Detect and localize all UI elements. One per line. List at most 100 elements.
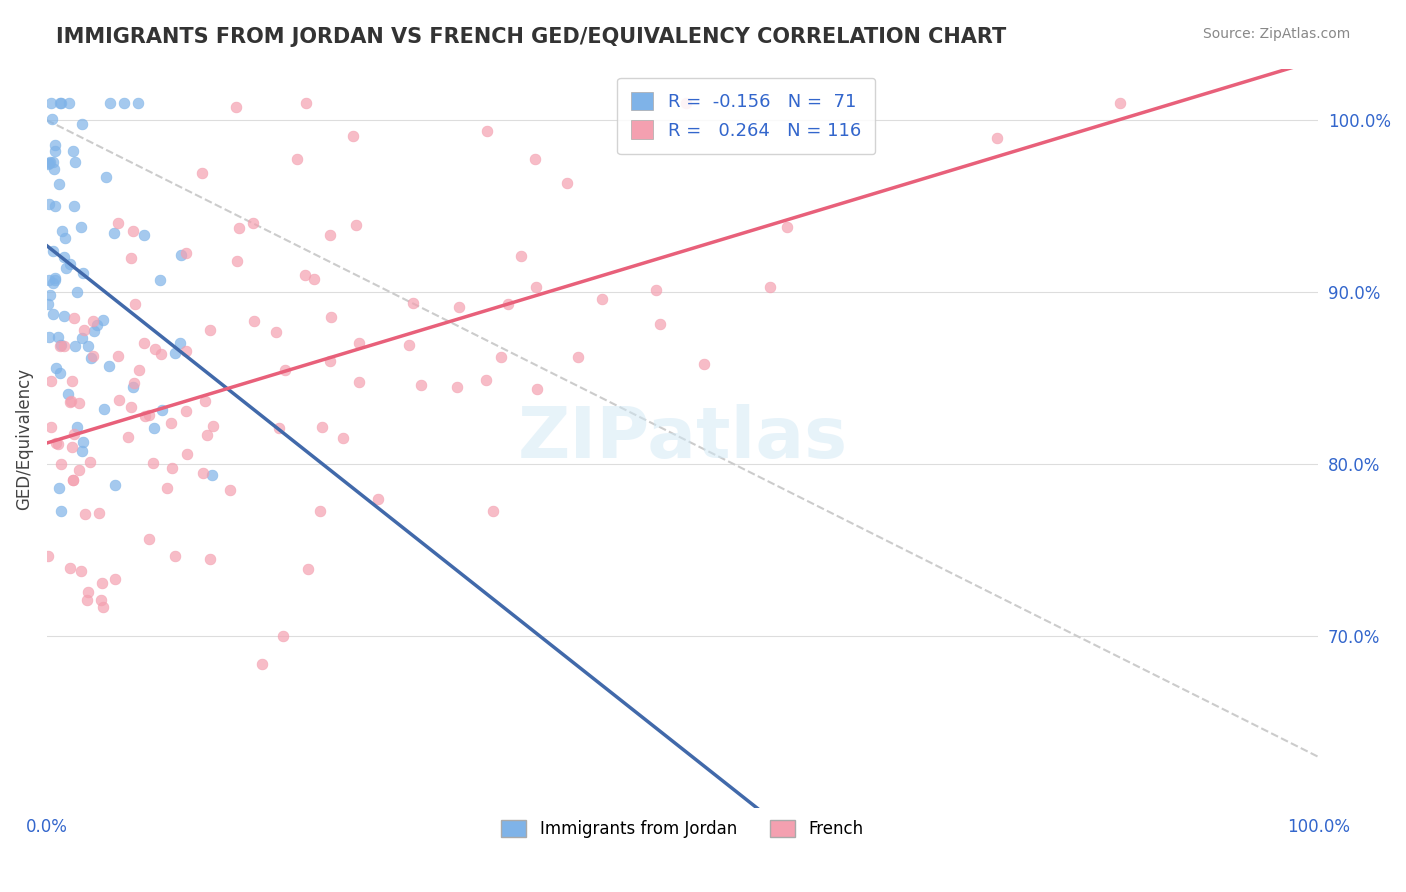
Point (49, 457, 72, 471)
Point (332, 431, 354, 445)
Point (63, 199, 86, 213)
Point (169, 336, 191, 351)
Point (398, 338, 420, 352)
Point (63, 154, 86, 169)
Point (90, 592, 112, 607)
Point (86, 318, 108, 332)
Point (38, 272, 60, 286)
Point (108, 392, 131, 407)
Point (986, 131, 1008, 145)
Point (46, 436, 69, 450)
Point (104, 477, 127, 491)
Point (59, 395, 82, 409)
Point (39, 374, 62, 388)
Point (70, 117, 93, 131)
Point (132, 335, 155, 350)
Point (67, 396, 90, 410)
Point (557, 176, 579, 190)
Point (91, 576, 114, 591)
Point (304, 271, 326, 285)
Point (271, 629, 294, 643)
Point (319, 310, 342, 325)
Point (60, 440, 83, 454)
Point (62, 473, 84, 487)
Point (524, 152, 547, 166)
Point (38, 288, 60, 302)
Point (82, 314, 104, 328)
Point (138, 408, 160, 422)
Point (112, 95, 135, 110)
Point (591, 293, 613, 307)
Point (198, 552, 221, 566)
Point (142, 421, 165, 435)
Point (122, 376, 145, 390)
Point (65, 339, 87, 353)
Point (73, 323, 96, 337)
Point (349, 336, 371, 351)
Point (103, 226, 125, 240)
Point (44, 271, 66, 285)
Point (294, 268, 316, 282)
Point (66, 285, 89, 300)
Point (52, 250, 75, 264)
Point (42, 161, 65, 176)
Text: ZIPatlas: ZIPatlas (517, 404, 848, 473)
Point (297, 561, 319, 575)
Point (149, 272, 172, 286)
Point (446, 380, 468, 394)
Point (693, 357, 716, 371)
Point (72, 266, 94, 280)
Point (91, 599, 114, 614)
Point (46, 330, 69, 344)
Point (77, 585, 100, 599)
Point (59, 257, 82, 271)
Point (176, 344, 198, 359)
Point (38, 330, 60, 344)
Point (62, 473, 84, 487)
Point (294, 95, 316, 110)
Point (264, 326, 287, 340)
Point (58, 95, 80, 110)
Point (143, 342, 166, 356)
Point (124, 297, 146, 311)
Point (98, 95, 121, 110)
Point (79, 455, 101, 469)
Point (402, 296, 425, 310)
Point (59, 393, 82, 408)
Point (107, 217, 129, 231)
Point (120, 252, 142, 266)
Point (650, 317, 672, 331)
Point (219, 483, 242, 497)
Point (107, 349, 129, 363)
Point (75, 507, 97, 521)
Point (55, 261, 77, 276)
Point (447, 300, 470, 314)
Point (526, 382, 548, 396)
Point (319, 354, 342, 368)
Point (63, 426, 86, 441)
Point (91, 313, 114, 327)
Point (1109, 95, 1132, 110)
Point (138, 532, 160, 546)
Point (228, 221, 250, 235)
Point (481, 504, 503, 518)
Point (41, 112, 63, 126)
Point (37, 549, 59, 563)
Point (39, 155, 62, 169)
Point (94, 170, 117, 185)
Point (250, 657, 273, 671)
Point (59, 561, 82, 575)
Point (120, 400, 142, 414)
Point (198, 323, 221, 337)
Point (160, 417, 183, 431)
Point (191, 165, 214, 179)
Point (63, 310, 86, 325)
Point (409, 377, 432, 392)
Point (104, 572, 127, 586)
Point (49, 338, 72, 352)
Point (267, 421, 290, 435)
Point (49, 95, 72, 110)
Point (150, 347, 173, 361)
Point (319, 228, 342, 243)
Point (45, 360, 67, 375)
